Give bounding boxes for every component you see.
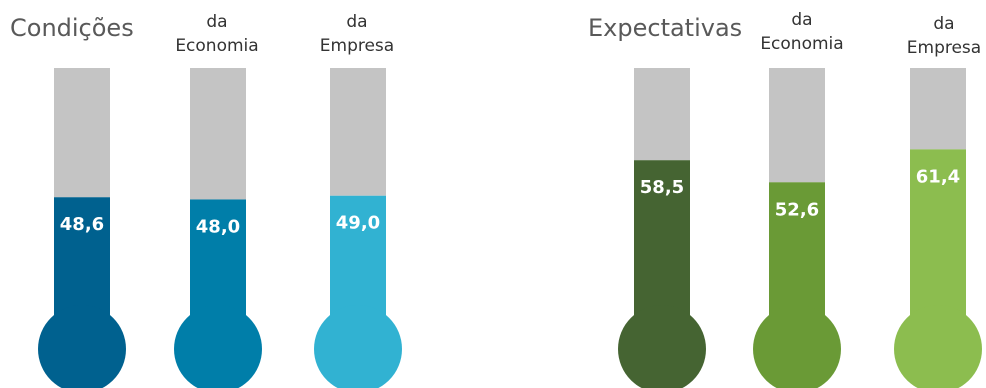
thermometer-condicoes-economia-value-label: 48,0	[196, 216, 240, 237]
group-title-condicoes: Condições	[10, 14, 134, 42]
category-label-condicoes-empresa: da Empresa	[319, 12, 395, 56]
thermometer-condicoes-geral-bulb	[38, 305, 126, 388]
thermometer-expectativas-empresa-value-label: 61,4	[916, 166, 960, 187]
thermometer-expectativas-economia-track	[769, 68, 825, 183]
thermometer-condicoes-empresa-bulb	[314, 305, 402, 388]
thermometer-expectativas-empresa-bulb	[894, 305, 982, 388]
thermometer-expectativas-geral-track	[634, 68, 690, 161]
category-label-expectativas-economia: da Economia	[760, 10, 844, 54]
thermometer-condicoes-economia-bulb	[174, 305, 262, 388]
category-label-expectativas-empresa: da Empresa	[906, 14, 982, 58]
thermometer-expectativas-geral-value-label: 58,5	[640, 177, 684, 198]
category-label-condicoes-economia: da Economia	[175, 12, 259, 56]
thermometer-expectativas-geral-bulb	[618, 305, 706, 388]
thermometer-condicoes-geral-track	[54, 68, 110, 198]
thermometer-condicoes-empresa-track	[330, 68, 386, 196]
thermometer-condicoes-geral-value-label: 48,6	[60, 214, 104, 235]
thermometer-expectativas-economia-bulb	[753, 305, 841, 388]
thermometer-condicoes-empresa-value-label: 49,0	[336, 213, 380, 234]
thermometer-expectativas-economia-value-label: 52,6	[775, 199, 819, 220]
thermometer-condicoes-economia-track	[190, 68, 246, 200]
group-title-expectativas: Expectativas	[588, 14, 743, 42]
thermometer-expectativas-empresa-track	[910, 68, 966, 150]
